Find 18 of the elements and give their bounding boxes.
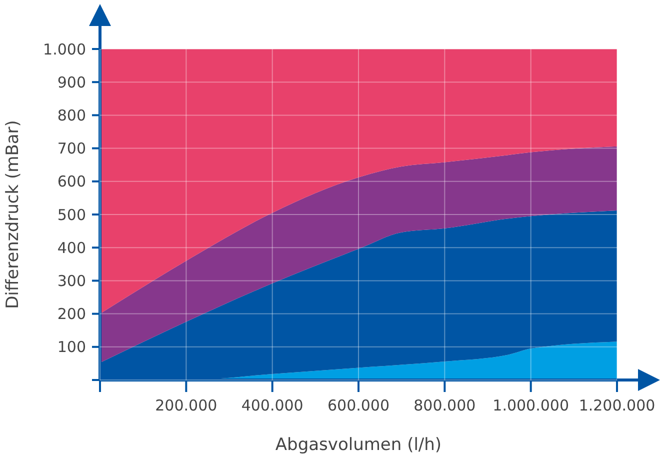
- x-axis-title: Abgasvolumen (l/h): [275, 435, 442, 455]
- y-tick-label: 800: [57, 106, 86, 125]
- y-tick-label: 1.000: [43, 40, 86, 58]
- y-tick-label: 900: [57, 73, 86, 92]
- x-tick-label: 1.000.000: [492, 396, 570, 415]
- y-tick-label: 200: [57, 305, 86, 324]
- x-tick-label: 400.000: [241, 396, 304, 415]
- y-tick-label: 300: [57, 272, 86, 290]
- x-tick-label: 200.000: [155, 396, 218, 415]
- y-tick-label: 700: [57, 140, 86, 158]
- x-tick-label: 1.200.000: [578, 396, 656, 415]
- y-tick-label: 400: [57, 238, 86, 257]
- y-tick-label: 600: [57, 172, 86, 191]
- x-tick-label: 600.000: [327, 396, 390, 415]
- y-tick-label: 500: [57, 206, 86, 224]
- y-axis-title: Differenzdruck (mBar): [3, 120, 24, 309]
- x-tick-label: 800.000: [414, 396, 476, 415]
- y-tick-label: 100: [57, 338, 86, 356]
